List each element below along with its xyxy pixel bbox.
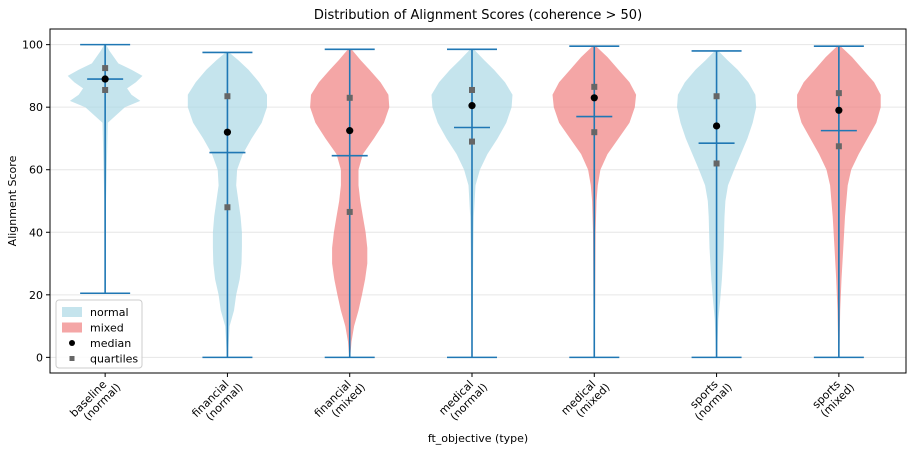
quartile-marker [713,160,720,167]
chart-title: Distribution of Alignment Scores (cohere… [314,8,642,23]
legend-swatch-mixed [62,322,82,333]
legend-label-normal: normal [90,306,129,319]
median-marker [468,102,476,110]
y-tick-label: 100 [22,39,43,52]
quartile-marker [102,86,109,93]
median-marker [590,94,598,102]
legend-swatch-median [69,340,75,346]
legend: normal mixed median quartiles [55,299,143,369]
y-tick-label: 20 [29,289,43,302]
legend-label-quartiles: quartiles [90,353,138,366]
quartile-marker [346,208,353,215]
legend-label-median: median [90,337,131,350]
quartile-marker [102,65,109,72]
quartile-marker [224,204,231,211]
quartile-marker [469,86,475,93]
quartile-marker [713,93,720,100]
legend-swatch-normal [62,307,82,317]
legend-swatch-quartiles [69,356,75,361]
quartile-marker [835,90,842,97]
quartile-marker [591,129,598,136]
y-tick-label: 60 [29,164,43,177]
y-tick-label: 40 [29,226,43,239]
quartile-marker [224,93,231,100]
median-marker [101,75,109,83]
plot-frame [49,28,907,374]
median-marker [712,122,721,130]
legend-label-mixed: mixed [90,322,124,335]
violin-layer [67,43,881,359]
median-marker [346,127,354,135]
median-marker [835,106,843,114]
quartile-marker [835,143,842,150]
y-tick-label: 80 [29,101,43,114]
quartile-marker [591,83,598,90]
y-tick-label: 0 [36,351,43,364]
x-axis-label: ft_objective (type) [428,432,528,445]
quartile-marker [469,138,475,145]
y-axis-label: Alignment Score [6,155,19,246]
median-marker [223,128,232,136]
quartile-marker [346,94,353,101]
